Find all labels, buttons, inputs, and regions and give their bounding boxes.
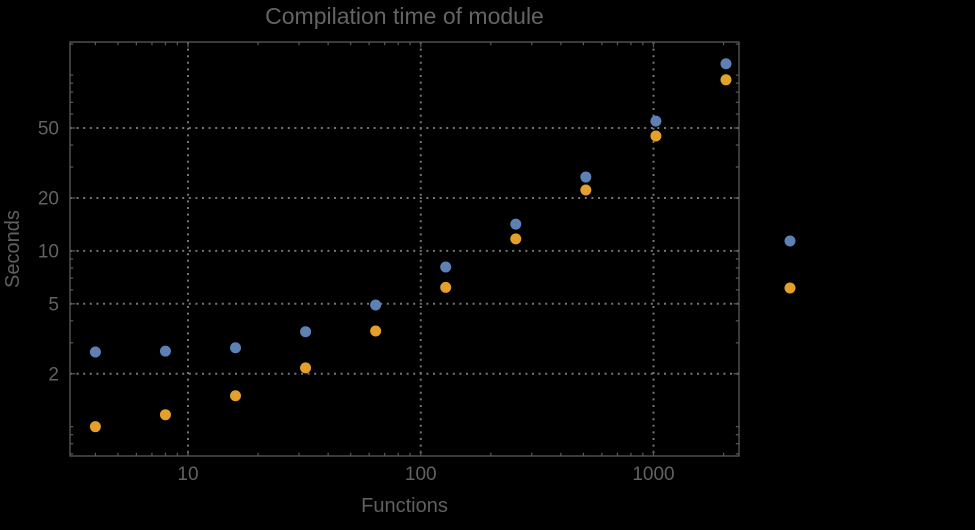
chart-title: Compilation time of module (265, 3, 544, 29)
y-tick-label: 5 (48, 294, 59, 315)
x-tick-label: 10 (177, 464, 198, 485)
y-axis-label: Seconds (2, 210, 24, 288)
y-tick-label: 50 (38, 119, 59, 140)
y-tick-label: 10 (38, 241, 59, 262)
data-points (89, 58, 732, 433)
data-point-blue-series (580, 171, 592, 183)
data-point-blue-series (440, 261, 452, 273)
axis-ticks (70, 42, 739, 456)
legend-marker-blue-series (784, 235, 796, 247)
y-tick-label: 20 (38, 188, 59, 209)
data-point-orange-series (159, 409, 171, 421)
frame-rect (69, 41, 740, 457)
legend (784, 235, 796, 294)
data-point-blue-series (650, 115, 662, 127)
x-axis-label: Functions (361, 495, 448, 517)
data-point-orange-series (230, 390, 242, 402)
data-point-orange-series (720, 74, 732, 86)
tick-labels: 10 100 1000 2 5 10 20 50 (38, 119, 675, 486)
data-point-blue-series (300, 326, 312, 338)
data-point-blue-series (370, 299, 382, 311)
plot-frame (69, 41, 740, 457)
data-point-blue-series (720, 58, 732, 70)
data-point-orange-series (370, 325, 382, 337)
y-tick-label: 2 (48, 364, 59, 385)
x-tick-label: 100 (405, 464, 437, 485)
data-point-orange-series (580, 184, 592, 196)
data-point-blue-series (510, 218, 522, 230)
data-point-orange-series (300, 362, 312, 374)
data-point-blue-series (230, 342, 242, 354)
data-point-blue-series (159, 345, 171, 357)
gridlines (70, 42, 739, 456)
data-point-blue-series (89, 346, 101, 358)
data-point-orange-series (650, 130, 662, 142)
x-tick-label: 1000 (632, 464, 674, 485)
data-point-orange-series (510, 233, 522, 245)
data-point-orange-series (440, 281, 452, 293)
data-point-orange-series (89, 421, 101, 433)
legend-marker-orange-series (784, 282, 796, 294)
